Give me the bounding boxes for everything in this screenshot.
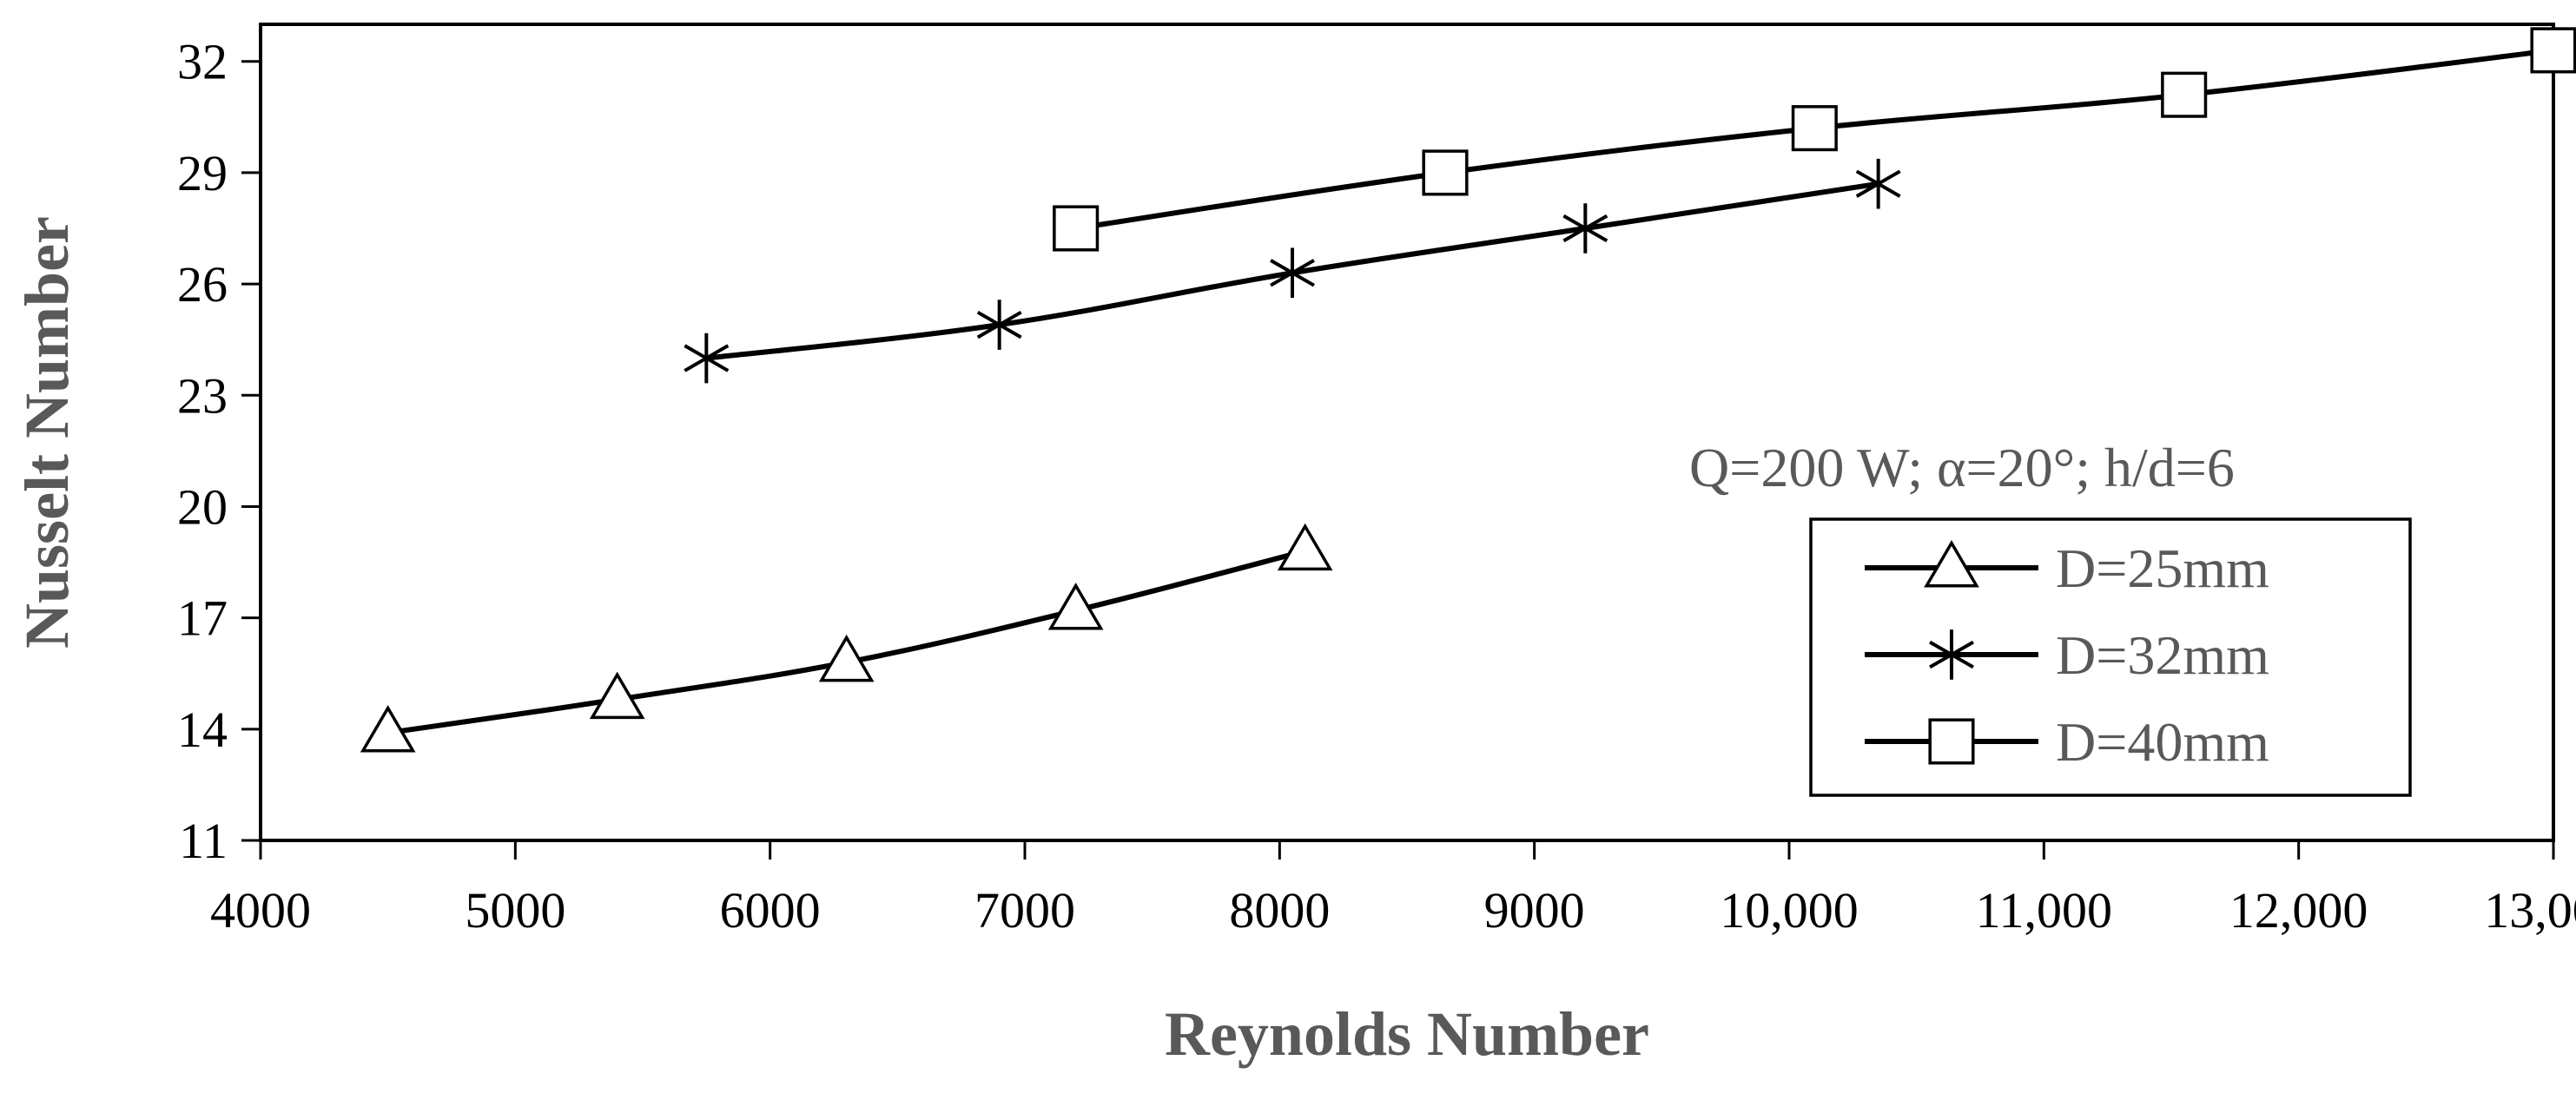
plot-frame — [259, 23, 2555, 842]
data-point — [684, 333, 730, 384]
legend-label: D=40mm — [2056, 711, 2269, 773]
x-axis: 4000 5000 6000 7000 8000 9000 10,000 11,000 12,0… — [210, 840, 2576, 939]
y-tick-label: 23 — [177, 367, 228, 424]
data-point — [1270, 247, 1315, 299]
x-tick-label: 5000 — [465, 882, 565, 939]
series-D=25mm — [360, 523, 1333, 753]
y-tick-label: 32 — [177, 34, 228, 90]
legend-entry: D=32mm — [1865, 624, 2269, 686]
series-layer — [360, 27, 2576, 753]
legend-label: D=32mm — [2056, 624, 2269, 686]
data-point — [2161, 71, 2208, 118]
y-tick-label: 11 — [179, 813, 228, 869]
x-tick-label: 4000 — [210, 882, 311, 939]
data-point — [1277, 523, 1333, 571]
data-point — [589, 671, 645, 720]
y-tick-label: 26 — [177, 256, 228, 313]
y-axis: 11 14 17 20 23 26 29 32 — [177, 34, 261, 869]
legend-entry: D=40mm — [1865, 711, 2269, 773]
x-tick-label: 13,000 — [2484, 882, 2576, 939]
data-point — [1053, 205, 1100, 252]
x-tick-label: 8000 — [1229, 882, 1330, 939]
y-tick-label: 20 — [177, 478, 228, 535]
y-axis-title: Nusselt Number — [12, 216, 82, 649]
legend-label: D=25mm — [2056, 537, 2269, 599]
legend-marker — [1928, 718, 1975, 765]
y-tick-label: 14 — [177, 701, 228, 758]
y-tick-label: 17 — [177, 590, 228, 647]
data-point — [1562, 203, 1608, 254]
data-point — [818, 634, 875, 682]
data-point — [976, 300, 1022, 350]
chart-annotation: Q=200 W; α=20°; h/d=6 — [1689, 437, 2235, 498]
legend-marker — [1929, 629, 1974, 680]
legend-entry: D=25mm — [1865, 537, 2269, 599]
data-point — [1047, 583, 1104, 630]
x-tick-label: 7000 — [974, 882, 1075, 939]
x-axis-title: Reynolds Number — [1165, 999, 1649, 1069]
series-D=40mm — [1053, 27, 2576, 252]
x-tick-label: 11,000 — [1976, 882, 2112, 939]
series-D=32mm — [684, 158, 1901, 384]
data-point — [360, 705, 416, 753]
legend-marker — [1924, 540, 1979, 588]
x-tick-label: 9000 — [1484, 882, 1585, 939]
data-point — [1855, 158, 1901, 209]
legend: D=25mm D=32mm D=40mm — [1809, 517, 2412, 797]
data-point — [2530, 27, 2576, 74]
x-tick-label: 10,000 — [1720, 882, 1859, 939]
y-tick-label: 29 — [177, 145, 228, 201]
data-point — [1791, 105, 1838, 152]
data-point — [1422, 149, 1469, 196]
x-tick-label: 12,000 — [2229, 882, 2368, 939]
x-tick-label: 6000 — [720, 882, 821, 939]
